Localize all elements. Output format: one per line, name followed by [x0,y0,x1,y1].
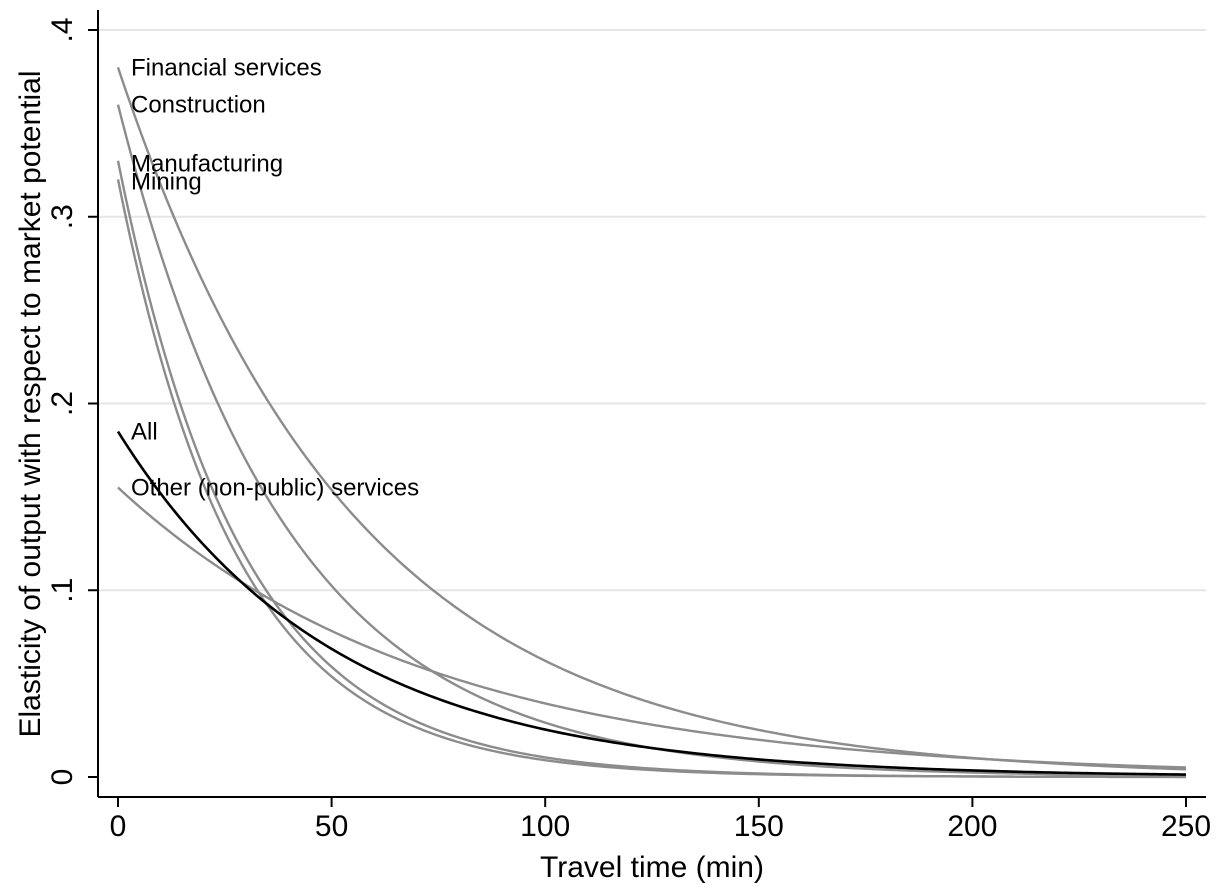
y-tick-label: .2 [46,391,79,416]
series-label-all: All [131,419,158,446]
x-tick-label: 50 [315,810,348,843]
x-tick-label: 250 [1161,810,1211,843]
y-tick-label: .1 [46,578,79,603]
gridlines [98,29,1206,592]
y-tick-label: .4 [46,17,79,42]
series-line-all [116,430,1187,776]
y-tick-label: .3 [46,204,79,229]
series-label-other-non-public-services: Other (non-public) services [131,475,419,502]
series-label-financial-services: Financial services [131,54,322,81]
x-axis-title: Travel time (min) [540,851,764,884]
series-labels: Financial services Construction Manufactur… [131,54,419,501]
y-axis-title: Elasticity of output with respect to mar… [14,71,47,738]
x-axis-ticks: 0 50 100 150 200 250 [110,797,1211,843]
series-lines [116,66,1187,779]
x-tick-label: 0 [110,810,127,843]
series-line-other-non-public-services [117,486,1187,769]
x-tick-label: 150 [734,810,784,843]
series-label-mining: Mining [131,168,202,195]
y-axis-ticks: 0 .1 .2 .3 .4 [46,17,98,785]
x-tick-label: 200 [947,810,997,843]
y-tick-label: 0 [46,769,79,786]
series-label-manufacturing: Manufacturing [131,151,283,178]
series-label-construction: Construction [131,92,266,119]
x-tick-label: 100 [520,810,570,843]
series-line-mining [116,179,1187,779]
